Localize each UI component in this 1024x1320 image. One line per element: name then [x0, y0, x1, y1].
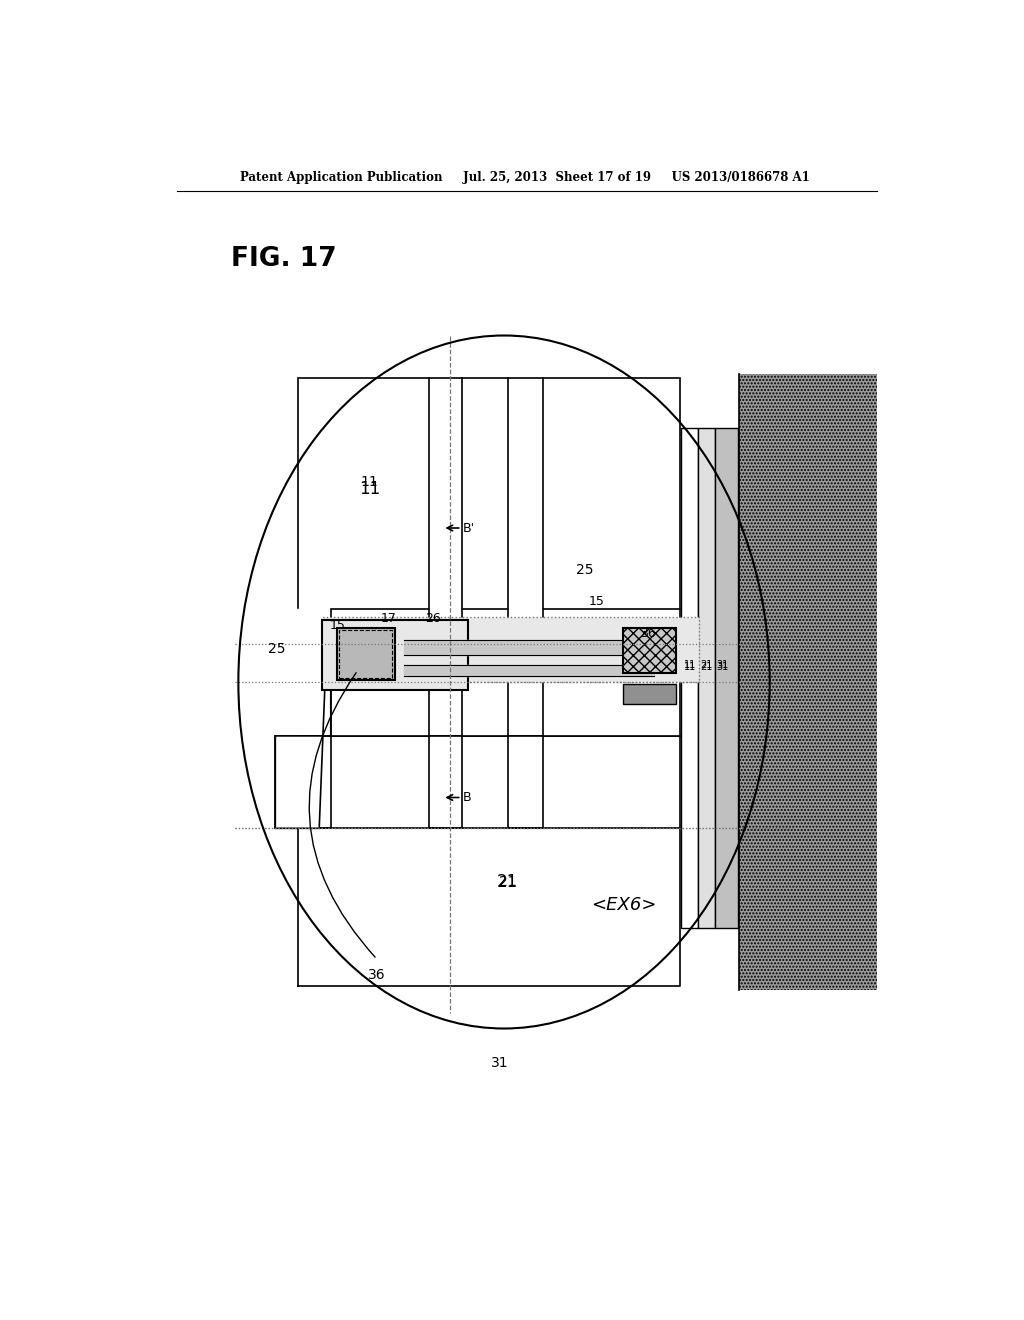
Text: 17: 17 — [381, 611, 396, 624]
Text: 31: 31 — [717, 661, 729, 672]
Text: 31: 31 — [492, 1056, 509, 1071]
Bar — [624, 684, 676, 704]
Bar — [337, 628, 394, 681]
Text: 21: 21 — [499, 875, 517, 890]
Text: 15: 15 — [589, 594, 604, 607]
Bar — [624, 628, 676, 673]
Text: 11: 11 — [683, 661, 695, 672]
Bar — [698, 428, 715, 928]
Bar — [681, 428, 698, 928]
Text: 21: 21 — [700, 661, 713, 672]
Text: B: B — [463, 791, 472, 804]
Bar — [339, 631, 392, 678]
Bar — [322, 620, 468, 689]
Text: 21: 21 — [498, 874, 518, 891]
Polygon shape — [275, 609, 680, 829]
Polygon shape — [403, 665, 654, 676]
Text: B': B' — [463, 521, 475, 535]
Text: 31: 31 — [717, 660, 729, 671]
Text: 11: 11 — [358, 480, 380, 499]
Text: 11: 11 — [683, 660, 695, 671]
Bar — [298, 378, 680, 829]
Bar — [322, 616, 698, 682]
Text: 25: 25 — [577, 564, 594, 577]
Bar — [715, 428, 738, 928]
Text: 11: 11 — [360, 475, 378, 488]
Text: Patent Application Publication     Jul. 25, 2013  Sheet 17 of 19     US 2013/018: Patent Application Publication Jul. 25, … — [240, 172, 810, 185]
Text: <EX6>: <EX6> — [591, 896, 656, 915]
Polygon shape — [275, 628, 331, 829]
Text: 15: 15 — [330, 619, 345, 632]
Polygon shape — [403, 640, 639, 655]
Text: 36: 36 — [369, 968, 386, 982]
Polygon shape — [273, 609, 680, 737]
Text: 21: 21 — [700, 660, 713, 671]
Bar — [739, 374, 878, 990]
Text: 25: 25 — [268, 642, 286, 656]
Text: 36: 36 — [640, 627, 656, 640]
Text: FIG. 17: FIG. 17 — [230, 246, 336, 272]
Text: 26: 26 — [425, 611, 441, 624]
Polygon shape — [298, 737, 680, 986]
